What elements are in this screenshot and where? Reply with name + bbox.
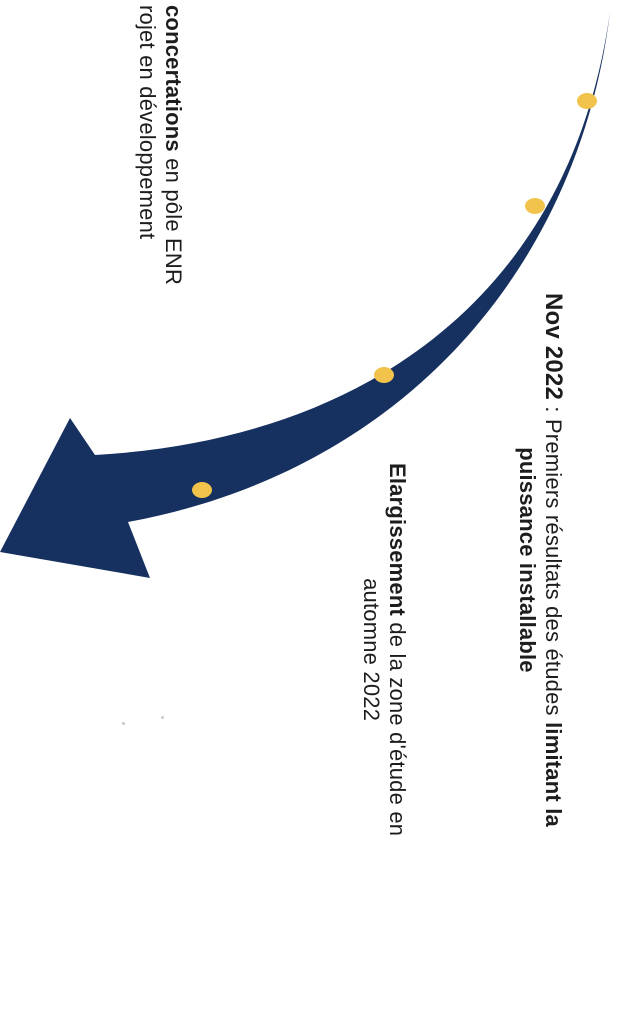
milestone-dots <box>192 93 597 498</box>
concertations-label: concertations <box>161 5 186 152</box>
pole-enr-label: en pôle ENR <box>161 151 186 286</box>
elarg-line-2: automne 2022 <box>359 578 384 722</box>
nov-description: Premiers résultats des études <box>541 418 566 723</box>
scan-speck <box>122 722 125 725</box>
left-line-1: concertations en pôle ENR <box>160 5 186 285</box>
scan-speck <box>161 716 164 719</box>
nov-line-1: Nov 2022 : Premiers résultats des études… <box>540 293 567 827</box>
nov-line-2: puissance installable <box>515 447 540 673</box>
elargissement-text-block: Elargissement de la zone d'étude en auto… <box>358 463 410 836</box>
nov-separator: : <box>541 400 566 419</box>
nov-2022-text-block: Nov 2022 : Premiers résultats des études… <box>514 293 567 827</box>
nov-bold-limit: limitant la <box>541 722 566 827</box>
milestone-dot-4 <box>192 482 212 498</box>
milestone-dot-2 <box>525 198 545 214</box>
left-text-block: concertations en pôle ENR rojet en dével… <box>134 5 186 285</box>
milestone-dot-1 <box>577 93 597 109</box>
milestone-dot-3 <box>374 367 394 383</box>
elarg-description: de la zone d'étude en <box>385 616 410 837</box>
nov-2022-date: Nov 2022 <box>540 293 567 400</box>
left-line-2: rojet en développement <box>135 5 160 240</box>
timeline-arrow <box>0 12 610 578</box>
elargissement-label: Elargissement <box>385 463 410 617</box>
elarg-line-1: Elargissement de la zone d'étude en <box>384 463 410 836</box>
